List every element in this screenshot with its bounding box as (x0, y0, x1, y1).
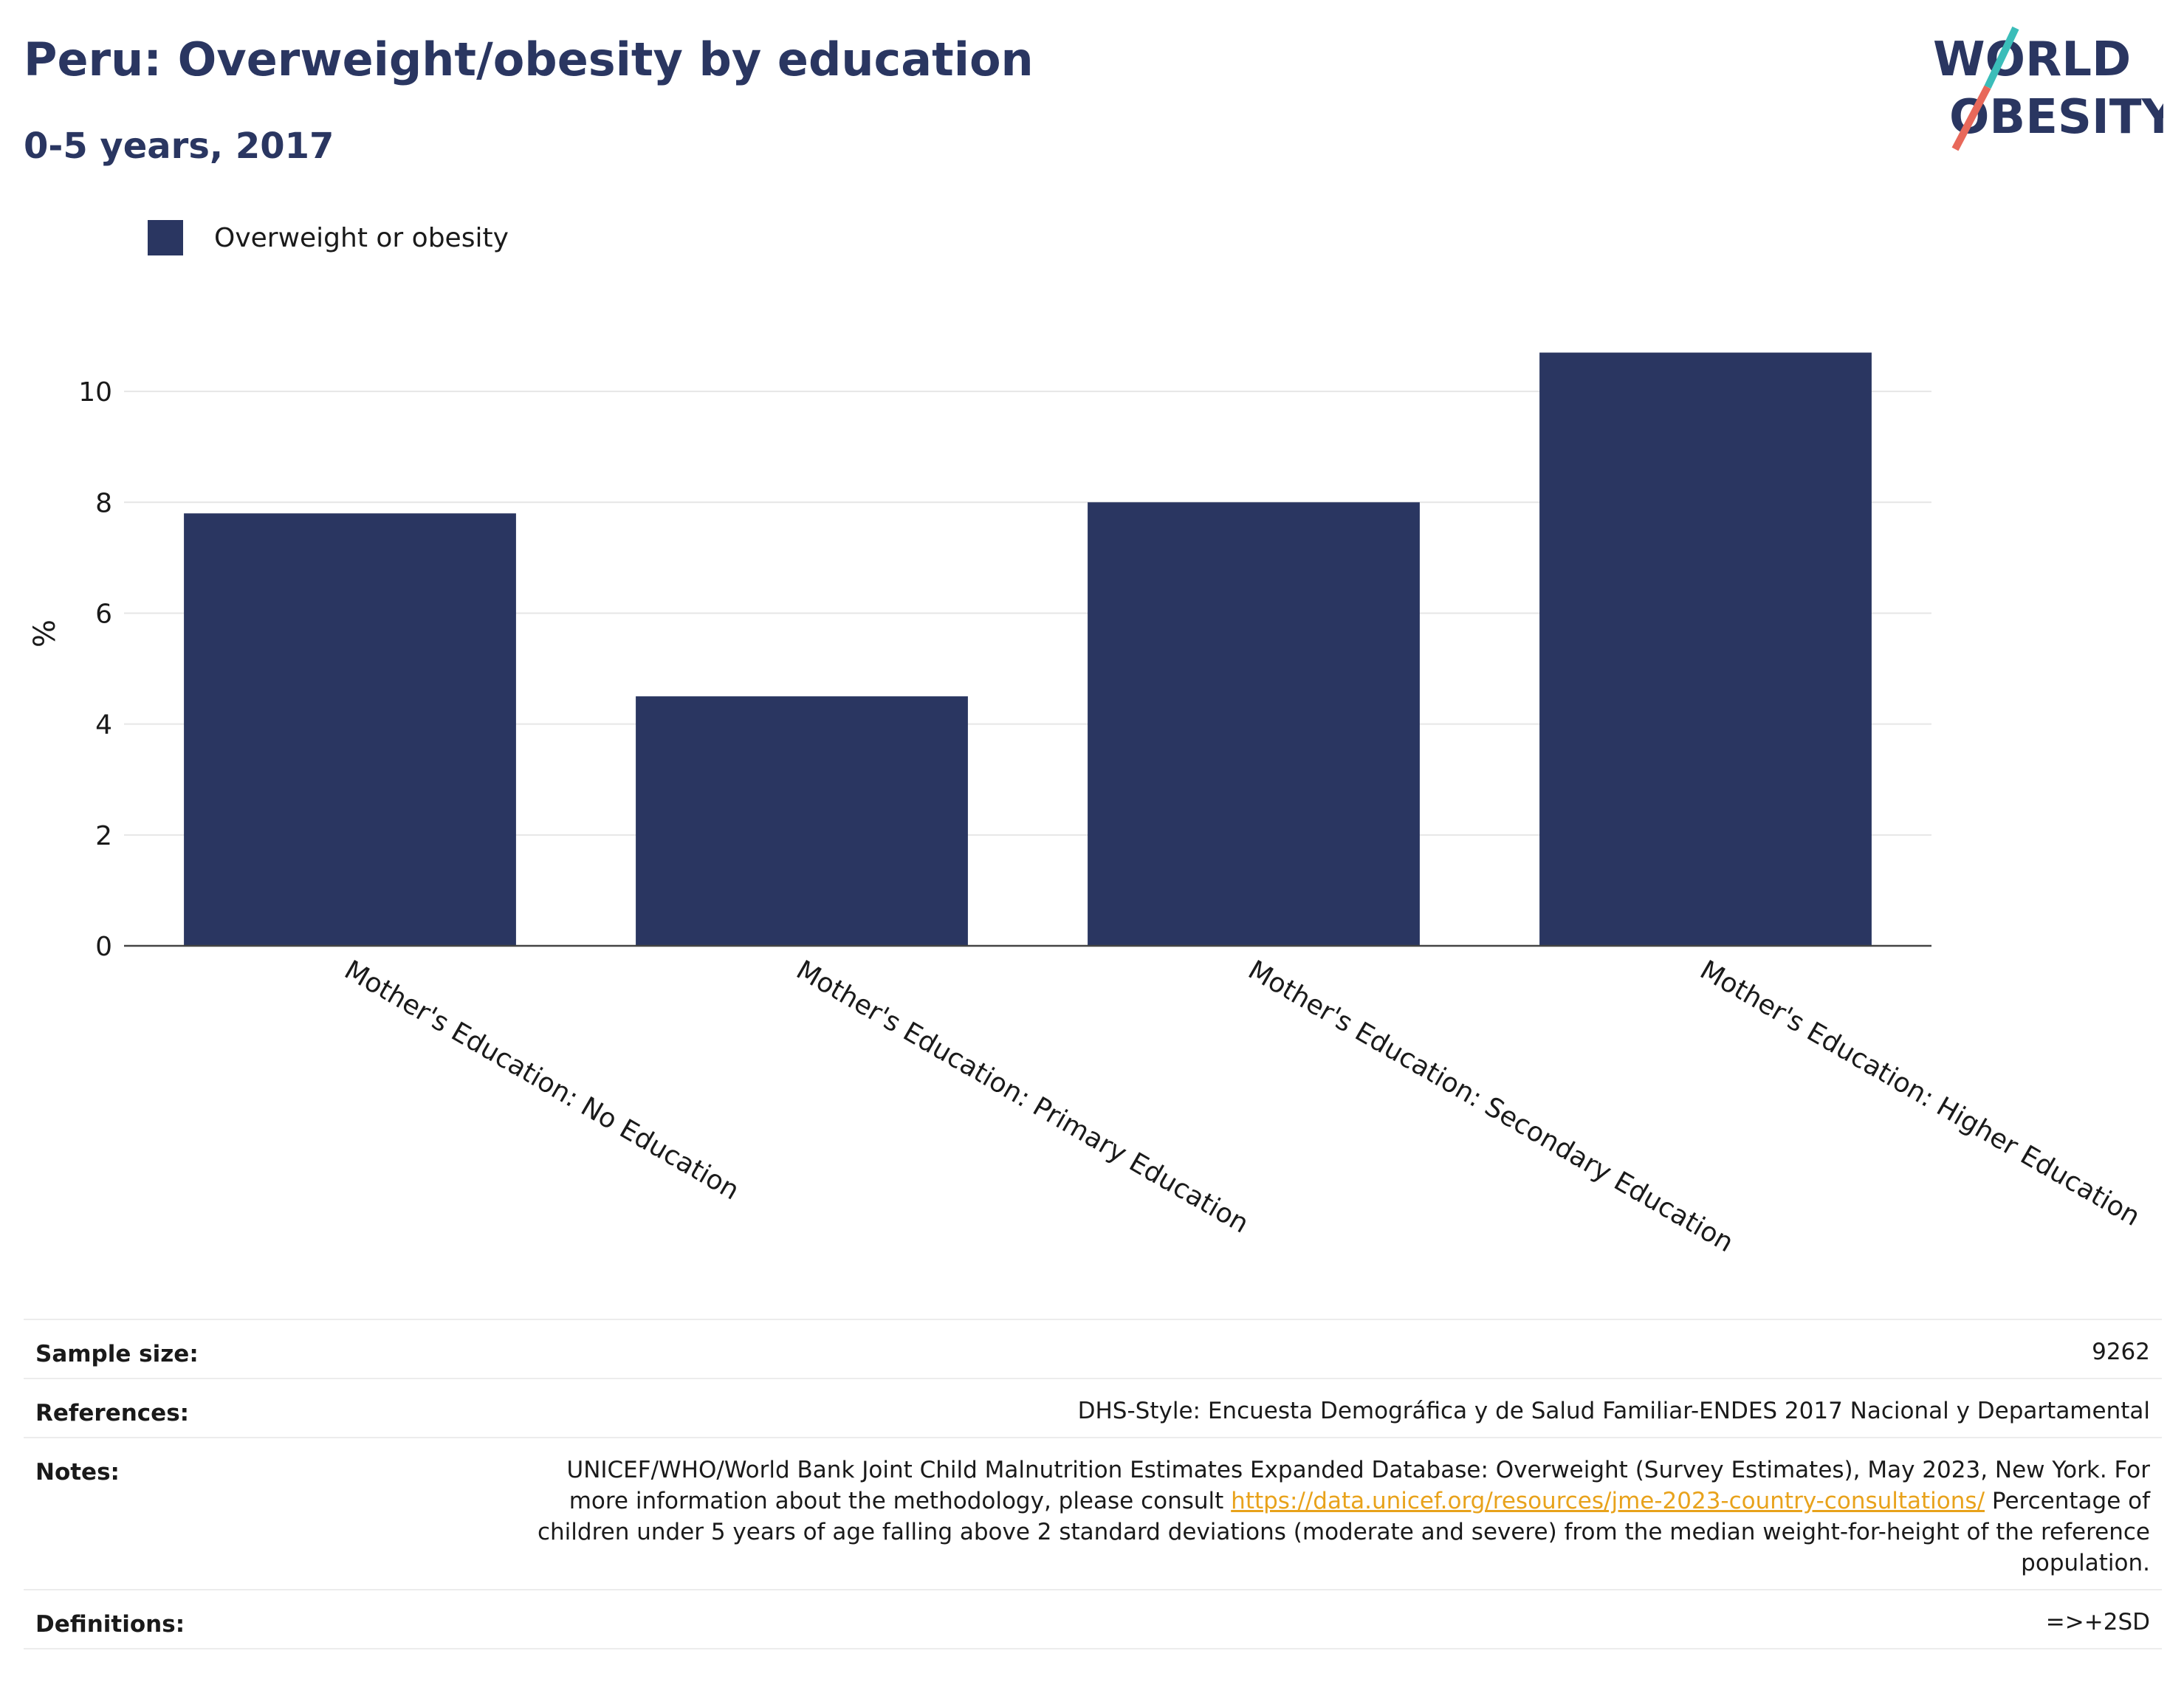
world-obesity-logo: WORLD OBESITY (1933, 26, 2163, 151)
notes-text-1: UNICEF/WHO/World Bank Joint Child Malnut… (566, 1457, 2151, 1514)
methodology-link[interactable]: https://data.unicef.org/resources/jme-20… (1231, 1488, 1985, 1514)
x-tick-label: Mother's Education: Primary Education (791, 955, 1254, 1239)
references-value: DHS-Style: Encuesta Demográfica y de Sal… (1077, 1398, 2150, 1424)
chart-legend: Overweight or obesity (148, 220, 509, 255)
x-tick-label: Mother's Education: Secondary Education (1243, 955, 1739, 1258)
logo-slash-bottom (1951, 85, 1991, 151)
page-subtitle: 0-5 years, 2017 (24, 126, 334, 167)
y-axis-title: % (28, 619, 62, 648)
y-tick-label: 4 (95, 710, 112, 741)
x-tick-label: Mother's Education: Higher Education (1695, 955, 2146, 1232)
info-table: Sample size: 9262 References: DHS-Style:… (24, 1319, 2162, 1649)
y-tick-label: 6 (95, 599, 112, 629)
legend-swatch (148, 220, 183, 255)
notes-label: Notes: (35, 1459, 120, 1486)
bar (636, 696, 968, 946)
y-tick-label: 2 (95, 821, 112, 851)
bar (1539, 352, 1872, 946)
sample-size-value: 9262 (2092, 1339, 2150, 1365)
definitions-label: Definitions: (35, 1611, 185, 1638)
references-label: References: (35, 1400, 190, 1427)
y-tick-label: 10 (78, 377, 112, 408)
sample-size-row: Sample size: 9262 (24, 1319, 2162, 1378)
logo-text-world: WORLD (1933, 32, 2131, 87)
definitions-row: Definitions: =>+2SD (24, 1589, 2162, 1649)
bar-chart: 0 2 4 6 8 10% Mother's Education: No Education… (28, 352, 2146, 1258)
y-tick-label: 0 (95, 932, 112, 962)
logo-slash-top (1984, 26, 2019, 89)
bar (184, 513, 516, 946)
references-row: References: DHS-Style: Encuesta Demográf… (24, 1378, 2162, 1437)
bar (1088, 502, 1420, 946)
legend-label: Overweight or obesity (214, 222, 509, 253)
notes-value: UNICEF/WHO/World Bank Joint Child Malnut… (496, 1438, 2150, 1589)
page-title: Peru: Overweight/obesity by education (24, 32, 1034, 86)
y-tick-label: 8 (95, 488, 112, 518)
definitions-value: =>+2SD (2045, 1609, 2150, 1635)
x-tick-label: Mother's Education: No Education (340, 955, 744, 1206)
notes-row: Notes: UNICEF/WHO/World Bank Joint Child… (24, 1437, 2162, 1589)
notes-text-2: Percentage of children under 5 years of … (537, 1488, 2150, 1576)
sample-size-label: Sample size: (35, 1341, 199, 1367)
